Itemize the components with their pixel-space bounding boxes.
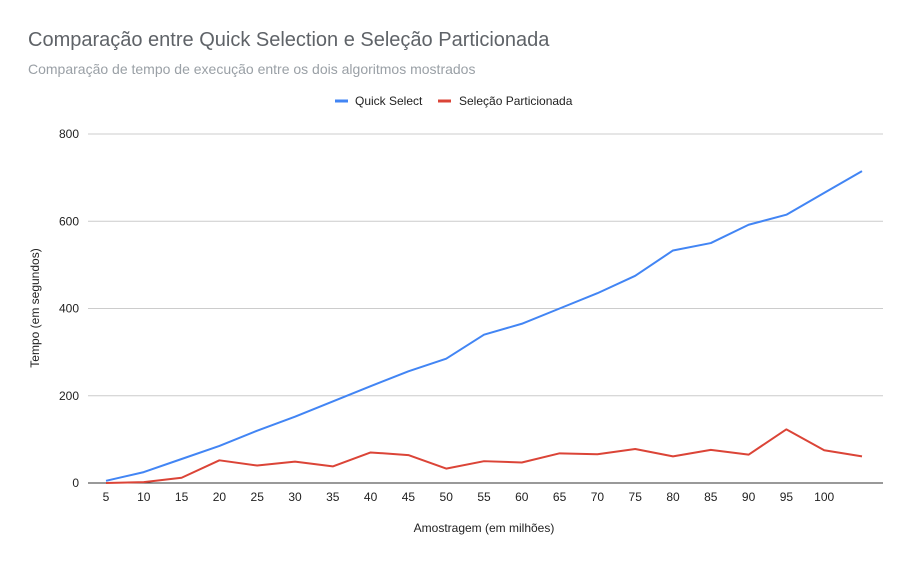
y-tick-label: 400 <box>59 302 79 316</box>
x-tick-label: 100 <box>814 490 834 504</box>
x-tick-label: 85 <box>704 490 718 504</box>
y-tick-label: 0 <box>72 476 79 490</box>
y-tick-label: 600 <box>59 214 79 228</box>
x-tick-label: 70 <box>591 490 605 504</box>
legend-label-selecao-particionada: Seleção Particionada <box>459 94 573 108</box>
series-line-quick-select <box>105 170 863 482</box>
x-tick-label: 80 <box>666 490 680 504</box>
x-tick-label: 50 <box>440 490 454 504</box>
x-tick-label: 30 <box>288 490 302 504</box>
x-tick-label: 20 <box>213 490 227 504</box>
y-tick-label: 800 <box>59 127 79 141</box>
x-tick-label: 40 <box>364 490 378 504</box>
x-tick-label: 90 <box>742 490 756 504</box>
legend: Quick Select Seleção Particionada <box>335 94 573 108</box>
x-tick-label: 65 <box>553 490 567 504</box>
x-tick-label: 15 <box>175 490 189 504</box>
x-tick-label: 75 <box>629 490 643 504</box>
x-tick-label: 25 <box>251 490 265 504</box>
x-tick-label: 35 <box>326 490 340 504</box>
x-tick-label: 10 <box>137 490 151 504</box>
legend-label-quick-select: Quick Select <box>355 94 423 108</box>
y-tick-label: 200 <box>59 389 79 403</box>
x-tick-label: 45 <box>402 490 416 504</box>
x-axis-label: Amostragem (em milhões) <box>414 521 555 535</box>
x-tick-label: 95 <box>780 490 794 504</box>
x-tick-label: 55 <box>477 490 491 504</box>
chart-title: Comparação entre Quick Selection e Seleç… <box>28 29 550 51</box>
series-line-selecao-particionada <box>105 428 863 484</box>
x-tick-label: 60 <box>515 490 529 504</box>
y-axis-label: Tempo (em segundos) <box>28 248 42 367</box>
x-tick-label: 5 <box>103 490 110 504</box>
chart-subtitle: Comparação de tempo de execução entre os… <box>28 61 476 77</box>
